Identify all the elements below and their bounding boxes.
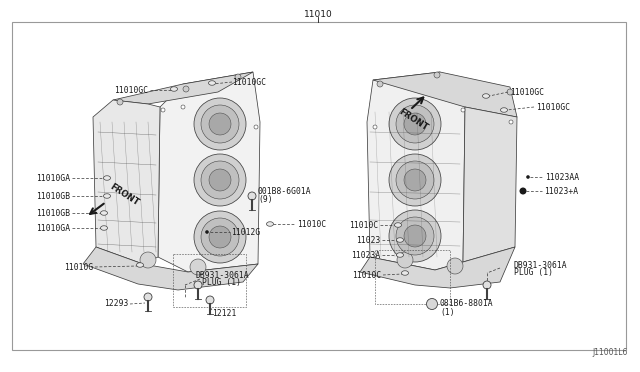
Text: 11023: 11023	[356, 235, 380, 244]
Circle shape	[161, 108, 165, 112]
Ellipse shape	[483, 94, 490, 98]
Ellipse shape	[136, 263, 143, 267]
Circle shape	[389, 154, 441, 206]
Text: 11010GC: 11010GC	[536, 103, 570, 112]
Circle shape	[520, 187, 527, 195]
Text: DB931-3061A: DB931-3061A	[514, 260, 568, 269]
Circle shape	[389, 210, 441, 262]
Text: 11010GC: 11010GC	[510, 87, 544, 96]
Circle shape	[396, 105, 434, 143]
Circle shape	[205, 230, 209, 234]
Circle shape	[509, 120, 513, 124]
Circle shape	[117, 99, 123, 105]
Polygon shape	[373, 72, 517, 117]
Text: 11023+A: 11023+A	[544, 186, 578, 196]
Ellipse shape	[100, 211, 108, 215]
Text: DB931-3061A: DB931-3061A	[195, 272, 249, 280]
Ellipse shape	[397, 238, 403, 242]
Circle shape	[396, 161, 434, 199]
Ellipse shape	[209, 81, 216, 85]
Ellipse shape	[500, 108, 508, 112]
Circle shape	[194, 98, 246, 150]
Circle shape	[397, 252, 413, 268]
Text: 11010GC: 11010GC	[114, 86, 148, 94]
Text: 11010C: 11010C	[352, 270, 381, 279]
Bar	[12, 22, 626, 350]
Polygon shape	[360, 247, 515, 288]
Circle shape	[194, 281, 202, 289]
Text: (9): (9)	[258, 195, 273, 203]
Circle shape	[389, 98, 441, 150]
Text: 11010: 11010	[303, 10, 332, 19]
Ellipse shape	[401, 271, 408, 275]
Circle shape	[426, 298, 438, 310]
Text: J11001L6: J11001L6	[593, 348, 628, 357]
Text: 11023AA: 11023AA	[545, 173, 579, 182]
Circle shape	[181, 105, 185, 109]
Ellipse shape	[104, 194, 111, 198]
Circle shape	[201, 218, 239, 256]
Text: 12293: 12293	[104, 299, 128, 308]
Text: 11012G: 11012G	[231, 228, 260, 237]
Circle shape	[209, 113, 231, 135]
Circle shape	[434, 72, 440, 78]
Text: 11010GC: 11010GC	[232, 77, 266, 87]
Circle shape	[483, 281, 491, 289]
Circle shape	[194, 211, 246, 263]
Circle shape	[404, 225, 426, 247]
Text: 001B8-6G01A: 001B8-6G01A	[258, 186, 312, 196]
Circle shape	[201, 105, 239, 143]
Text: FRONT: FRONT	[108, 182, 140, 208]
Text: 11010GA: 11010GA	[36, 224, 70, 232]
Text: 11010C: 11010C	[297, 219, 326, 228]
Text: 12121: 12121	[212, 308, 236, 317]
Polygon shape	[367, 72, 465, 270]
Polygon shape	[93, 100, 160, 264]
Circle shape	[526, 175, 530, 179]
Text: FRONT: FRONT	[397, 107, 429, 133]
Circle shape	[404, 169, 426, 191]
Circle shape	[206, 296, 214, 304]
Circle shape	[209, 169, 231, 191]
Circle shape	[447, 258, 463, 274]
Text: (1): (1)	[440, 308, 454, 317]
Circle shape	[461, 108, 465, 112]
Polygon shape	[83, 247, 258, 290]
Text: 11010GB: 11010GB	[36, 192, 70, 201]
Ellipse shape	[394, 223, 401, 227]
Circle shape	[404, 113, 426, 135]
Ellipse shape	[266, 222, 273, 226]
Circle shape	[248, 192, 256, 200]
Text: 11010GB: 11010GB	[36, 208, 70, 218]
Circle shape	[194, 154, 246, 206]
Text: PLUG (1): PLUG (1)	[202, 279, 241, 288]
Polygon shape	[158, 72, 260, 272]
Circle shape	[507, 89, 513, 95]
Circle shape	[183, 86, 189, 92]
Ellipse shape	[170, 87, 177, 91]
Ellipse shape	[397, 253, 403, 257]
Circle shape	[201, 161, 239, 199]
Circle shape	[396, 217, 434, 255]
Circle shape	[377, 81, 383, 87]
Circle shape	[190, 259, 206, 275]
Circle shape	[235, 74, 241, 80]
Text: 11010C: 11010C	[349, 221, 378, 230]
Text: 11010G: 11010G	[64, 263, 93, 272]
Polygon shape	[463, 107, 517, 262]
Circle shape	[373, 125, 377, 129]
Text: PLUG (1): PLUG (1)	[514, 269, 553, 278]
Circle shape	[254, 125, 258, 129]
Text: 11023A: 11023A	[351, 250, 380, 260]
Circle shape	[144, 293, 152, 301]
Circle shape	[140, 252, 156, 268]
Text: 081B6-8801A: 081B6-8801A	[440, 299, 493, 308]
Ellipse shape	[100, 226, 108, 230]
Text: 11010GA: 11010GA	[36, 173, 70, 183]
Polygon shape	[113, 72, 253, 104]
Circle shape	[209, 226, 231, 248]
Ellipse shape	[104, 176, 111, 180]
